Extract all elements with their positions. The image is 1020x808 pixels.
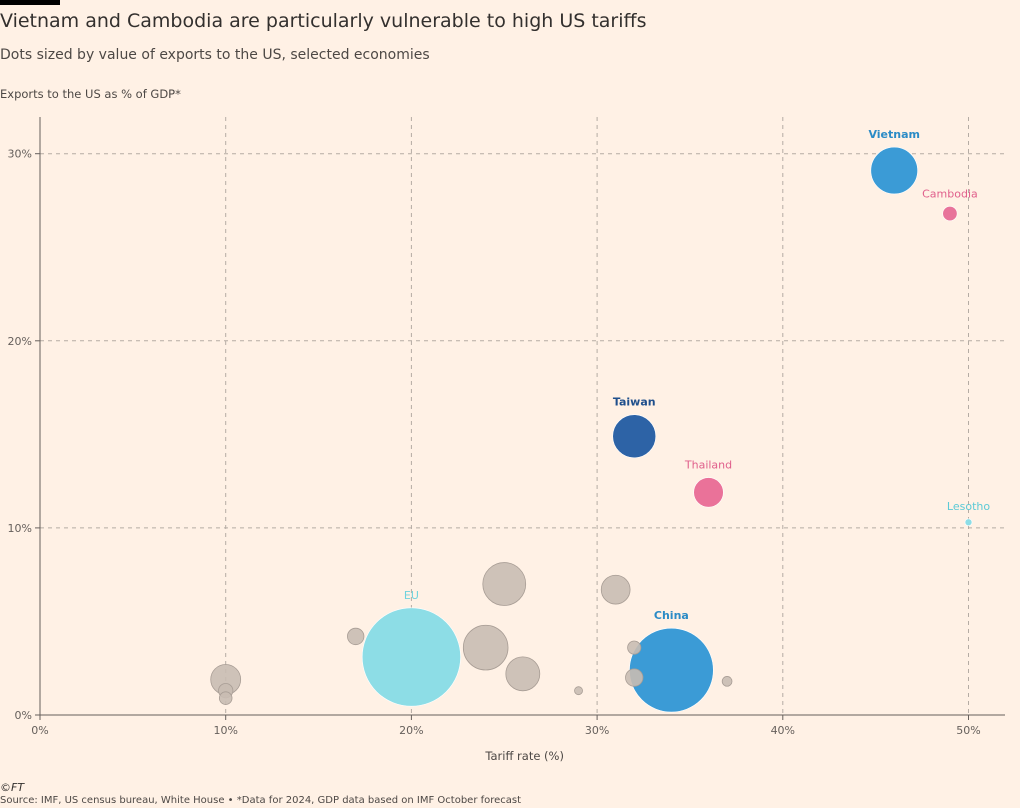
chart-subtitle: Dots sized by value of exports to the US…	[0, 47, 430, 63]
bubble-china	[629, 627, 714, 713]
bubble-label-cambodia: Cambodia	[922, 187, 978, 200]
bubble-unlabelled	[505, 656, 541, 692]
bubble-unlabelled	[600, 574, 631, 605]
bubble-lesotho	[964, 518, 973, 527]
x-tick-label: 0%	[31, 724, 48, 737]
chart-title: Vietnam and Cambodia are particularly vu…	[0, 10, 647, 32]
bubble-unlabelled	[721, 676, 733, 687]
y-tick-label: 10%	[8, 522, 32, 535]
bubble-label-thailand: Thailand	[684, 459, 732, 472]
copyright: ©FT	[0, 781, 25, 794]
bubble-vietnam	[870, 146, 918, 195]
y-tick-label: 30%	[8, 148, 32, 161]
bubble-chart: 0% 10% 20% 30% 40% 50% 0% 10% 20% 30% Tariff rate …	[8, 117, 1005, 763]
bubble-eu	[361, 607, 461, 707]
y-tick-label: 20%	[8, 335, 32, 348]
brand-bar	[0, 0, 60, 5]
source-note: Source: IMF, US census bureau, White Hou…	[0, 795, 522, 806]
x-tick-label: 20%	[399, 724, 423, 737]
bubble-unlabelled	[574, 686, 583, 696]
x-tick-label: 30%	[585, 724, 609, 737]
bubble-thailand	[693, 477, 724, 508]
bubble-unlabelled	[462, 624, 509, 671]
bubble-cambodia	[942, 206, 958, 222]
bubble-label-taiwan: Taiwan	[613, 396, 656, 409]
bubble-label-lesotho: Lesotho	[947, 500, 990, 513]
x-tick-label: 40%	[771, 724, 795, 737]
bubble-label-china: China	[654, 609, 689, 622]
y-axis-label: Exports to the US as % of GDP*	[0, 87, 181, 101]
bubble-label-vietnam: Vietnam	[868, 128, 920, 141]
bubble-unlabelled	[627, 640, 642, 655]
bubble-unlabelled	[482, 562, 527, 606]
bubble-taiwan	[612, 414, 657, 459]
bubble-unlabelled	[625, 668, 644, 687]
x-axis-label: Tariff rate (%)	[484, 749, 564, 763]
bubble-label-eu: EU	[404, 589, 419, 602]
x-tick-label: 10%	[213, 724, 237, 737]
bubble-unlabelled	[218, 691, 233, 705]
bubble-unlabelled	[347, 627, 365, 646]
x-tick-label: 50%	[956, 724, 980, 737]
y-tick-label: 0%	[15, 709, 32, 722]
